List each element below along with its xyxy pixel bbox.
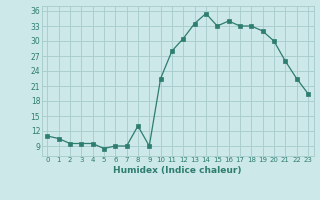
X-axis label: Humidex (Indice chaleur): Humidex (Indice chaleur) [113, 166, 242, 175]
